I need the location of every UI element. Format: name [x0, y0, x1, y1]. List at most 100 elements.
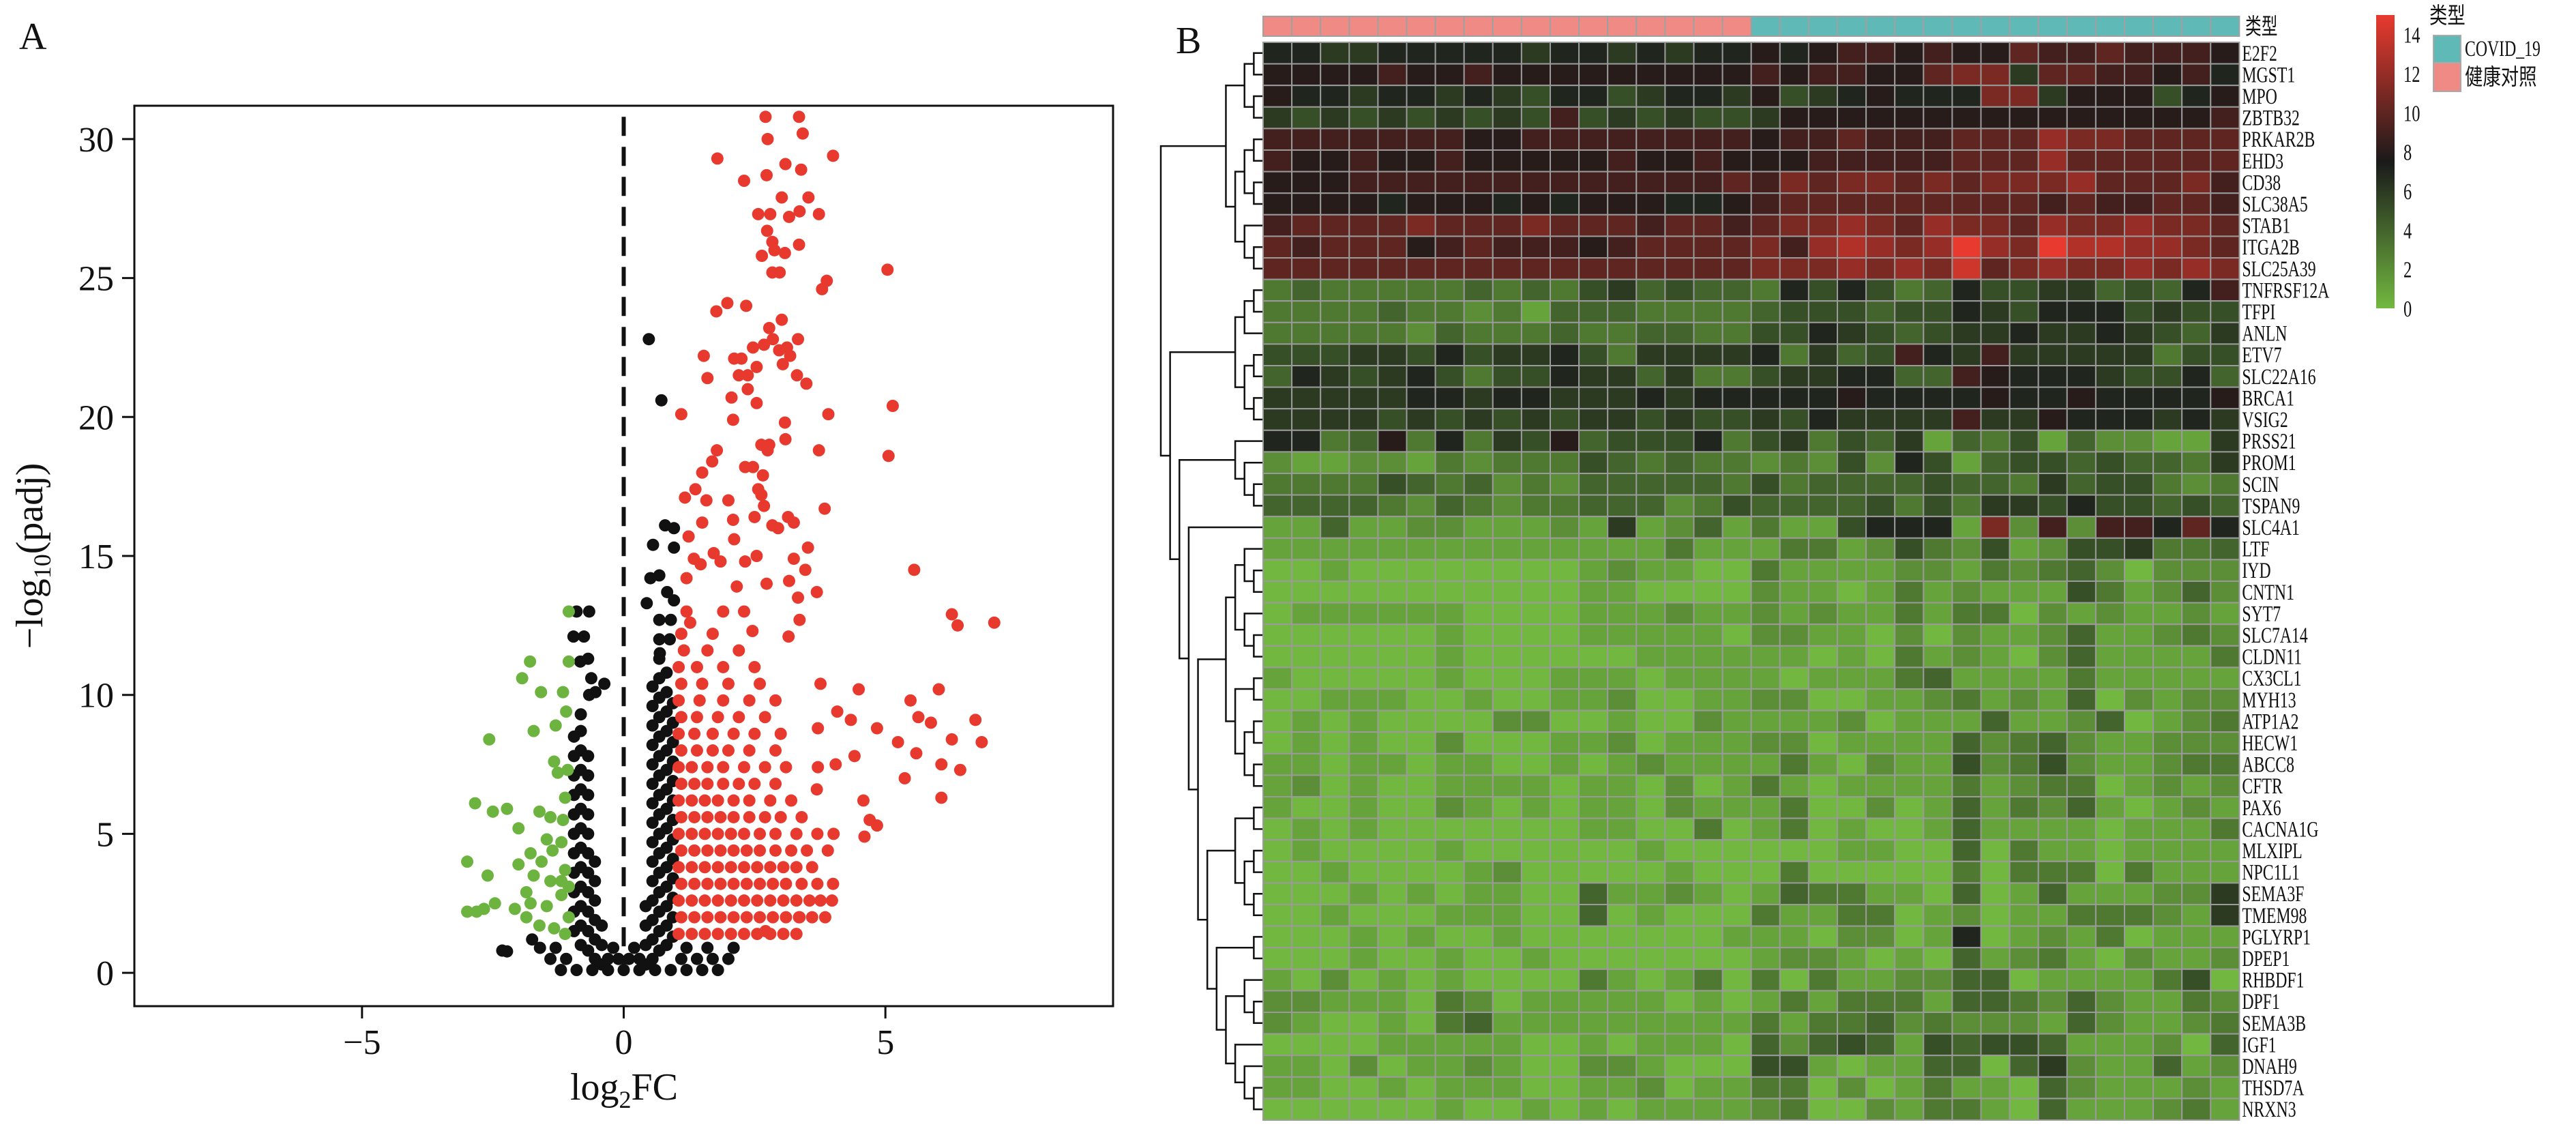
heatmap-cell — [1980, 666, 2011, 690]
point-up — [932, 683, 945, 696]
heatmap-cell — [1779, 666, 1809, 690]
heatmap-cell — [1463, 63, 1494, 87]
heatmap-cell — [2210, 1076, 2240, 1100]
heatmap-cell — [2009, 623, 2039, 647]
heatmap-cell — [1779, 990, 1809, 1014]
heatmap-cell — [1693, 1098, 1723, 1121]
point-ns — [660, 724, 673, 737]
heatmap-cell — [1377, 171, 1408, 194]
point-up — [685, 794, 698, 807]
heatmap-cell — [1406, 968, 1436, 992]
point-up — [740, 877, 753, 890]
heatmap-cell — [1664, 321, 1695, 345]
point-up — [750, 550, 763, 562]
heatmap-cell — [1463, 1055, 1494, 1078]
row-labels: E2F2MGST1MPOZBTB32PRKAR2BEHD3CD38SLC38A5… — [2242, 41, 2329, 1122]
heatmap-cell — [1463, 947, 1494, 970]
point-up — [857, 794, 870, 807]
heatmap-cell — [2094, 408, 2125, 431]
point-down — [524, 847, 537, 860]
heatmap-cell — [1377, 645, 1408, 669]
heatmap-cell — [1664, 128, 1695, 151]
heatmap-cell — [1664, 192, 1695, 216]
y-axis-label-part: (padj) — [9, 463, 51, 555]
heatmap-cell — [1463, 645, 1494, 669]
heatmap-cell — [1550, 839, 1580, 862]
heatmap-cell — [1807, 925, 1838, 949]
heatmap-cell — [1664, 968, 1695, 992]
heatmap-cell — [2124, 386, 2155, 410]
heatmap-cell — [1923, 709, 1953, 733]
heatmap-cell — [1664, 752, 1695, 776]
annotation-cell — [1635, 16, 1666, 37]
heatmap-cell — [2066, 321, 2097, 345]
heatmap-cell — [1750, 300, 1781, 323]
heatmap-cell — [1607, 451, 1638, 475]
heatmap-cell — [1434, 752, 1465, 776]
heatmap-cell — [1520, 882, 1551, 906]
heatmap-cell — [1951, 817, 1982, 841]
heatmap-cell — [1348, 1012, 1379, 1035]
heatmap-cell — [1377, 85, 1408, 108]
point-up — [784, 349, 797, 362]
heatmap-cell — [2124, 904, 2155, 927]
point-ns — [602, 952, 615, 965]
heatmap-cell — [1320, 623, 1350, 647]
heatmap-cell — [1951, 321, 1982, 345]
point-ns — [602, 964, 615, 977]
heatmap-cell — [1865, 451, 1896, 475]
annotation-cell — [1550, 16, 1580, 37]
heatmap-cell — [1607, 839, 1638, 862]
heatmap-cell — [1463, 408, 1494, 431]
heatmap-cell — [1865, 860, 1896, 884]
heatmap-cell — [1837, 214, 1867, 237]
point-ns — [646, 913, 659, 926]
point-down — [562, 655, 575, 668]
heatmap-cell — [1492, 85, 1522, 108]
point-up — [740, 299, 753, 312]
heatmap-cell — [2152, 214, 2183, 237]
gene-label: THSD7A — [2242, 1076, 2304, 1101]
heatmap-cell — [1837, 1076, 1867, 1100]
heatmap-cell — [2066, 192, 2097, 216]
heatmap-cell — [1894, 451, 1925, 475]
point-ns — [649, 964, 662, 977]
heatmap-cell — [1550, 516, 1580, 539]
point-up — [700, 494, 713, 507]
legend-label-covid: COVID_19 — [2465, 36, 2541, 61]
heatmap-cell — [1377, 386, 1408, 410]
heatmap-cell — [1721, 85, 1752, 108]
heatmap-cell — [1635, 494, 1666, 518]
heatmap-cell — [1980, 817, 2011, 841]
point-up — [727, 794, 740, 807]
heatmap-cell — [1923, 365, 1953, 388]
heatmap-cell — [1434, 63, 1465, 87]
heatmap-cell — [1664, 451, 1695, 475]
heatmap-cell — [2124, 925, 2155, 949]
heatmap-cell — [2009, 1012, 2039, 1035]
heatmap-cell — [1320, 451, 1350, 475]
heatmap-cell — [1779, 300, 1809, 323]
heatmap-cell — [2210, 602, 2240, 626]
y-axis-label-subscript: 10 — [29, 554, 56, 578]
heatmap-cell — [2009, 731, 2039, 754]
heatmap-cell — [1348, 365, 1379, 388]
heatmap-cell — [1779, 386, 1809, 410]
heatmap-cell — [1434, 925, 1465, 949]
heatmap-cell — [1607, 1098, 1638, 1121]
heatmap-cell — [1750, 171, 1781, 194]
heatmap-cell — [2152, 817, 2183, 841]
heatmap-cell — [1348, 990, 1379, 1014]
heatmap-cell — [1578, 278, 1609, 302]
heatmap-cell — [2066, 1055, 2097, 1078]
heatmap-cell — [1550, 990, 1580, 1014]
heatmap-cell — [2066, 85, 2097, 108]
dendrogram-branch — [1234, 171, 1245, 243]
heatmap-cell — [2009, 1098, 2039, 1121]
heatmap-cell — [1923, 85, 1953, 108]
point-up — [801, 844, 814, 857]
heatmap-cell — [1463, 106, 1494, 130]
heatmap-cell — [1923, 321, 1953, 345]
heatmap-cell — [1377, 42, 1408, 65]
heatmap-cell — [1664, 149, 1695, 173]
